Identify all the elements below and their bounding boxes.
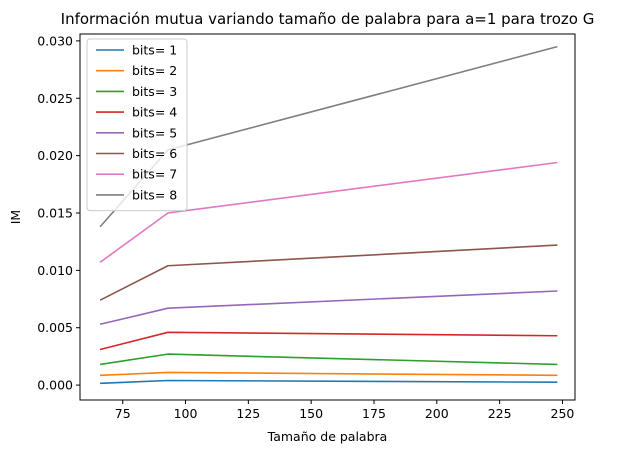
- y-axis-title: IM: [8, 210, 23, 224]
- legend-entry: bits= 7: [96, 167, 177, 182]
- y-tick-label: 0.025: [37, 91, 73, 106]
- x-tick-label: 175: [362, 406, 386, 421]
- y-tick-label: 0.015: [37, 205, 73, 220]
- x-tick-label: 100: [174, 406, 198, 421]
- series-line-bits-2: [100, 371, 558, 377]
- legend-label: bits= 7: [132, 167, 177, 182]
- legend-entry: bits= 8: [96, 187, 177, 202]
- legend-label: bits= 1: [132, 43, 177, 58]
- legend-label: bits= 3: [132, 84, 177, 99]
- legend-label: bits= 8: [132, 187, 177, 202]
- plot-area-frame: [79, 33, 576, 401]
- series-line-bits-4: [99, 331, 558, 351]
- series-line-bits-1: [100, 379, 558, 385]
- x-tick-label: 225: [488, 406, 512, 421]
- series-line-bits-5: [99, 290, 558, 326]
- y-tick-label: 0.005: [37, 320, 73, 335]
- x-tick-label: 150: [299, 406, 323, 421]
- x-tick-label: 75: [115, 406, 131, 421]
- legend-entry: bits= 4: [96, 105, 177, 120]
- legend-entry: bits= 2: [96, 63, 177, 78]
- x-axis-title: Tamaño de palabra: [267, 429, 388, 444]
- y-axis: 0.000 0.005 0.010 0.015 0.020 0.025 0.030: [37, 33, 80, 393]
- legend-entry: bits= 5: [96, 125, 177, 140]
- legend-label: bits= 6: [132, 146, 177, 161]
- chart-title: Información mutua variando tamaño de pal…: [61, 10, 595, 28]
- legend-entry: bits= 1: [96, 43, 177, 58]
- series-line-bits-6: [99, 244, 558, 301]
- x-axis: 75 100 125 150 175 200 225 250: [115, 400, 575, 421]
- x-tick-label: 250: [551, 406, 575, 421]
- x-tick-label: 125: [236, 406, 260, 421]
- series-line-bits-7: [99, 161, 558, 263]
- x-tick-label: 200: [425, 406, 449, 421]
- series-line-bits-3: [99, 353, 558, 366]
- y-tick-label: 0.000: [37, 378, 73, 393]
- legend-entry: bits= 3: [96, 84, 177, 99]
- legend-entry: bits= 6: [96, 146, 177, 161]
- legend-box: [86, 38, 188, 212]
- legend-label: bits= 5: [132, 125, 177, 140]
- legend-label: bits= 4: [132, 105, 177, 120]
- y-tick-label: 0.010: [37, 263, 73, 278]
- y-tick-label: 0.030: [37, 33, 73, 48]
- legend-label: bits= 2: [132, 63, 177, 78]
- y-tick-label: 0.020: [37, 148, 73, 163]
- legend: bits= 1 bits= 2 bits= 3 bits= 4 bits= 5 bits=…: [86, 38, 188, 212]
